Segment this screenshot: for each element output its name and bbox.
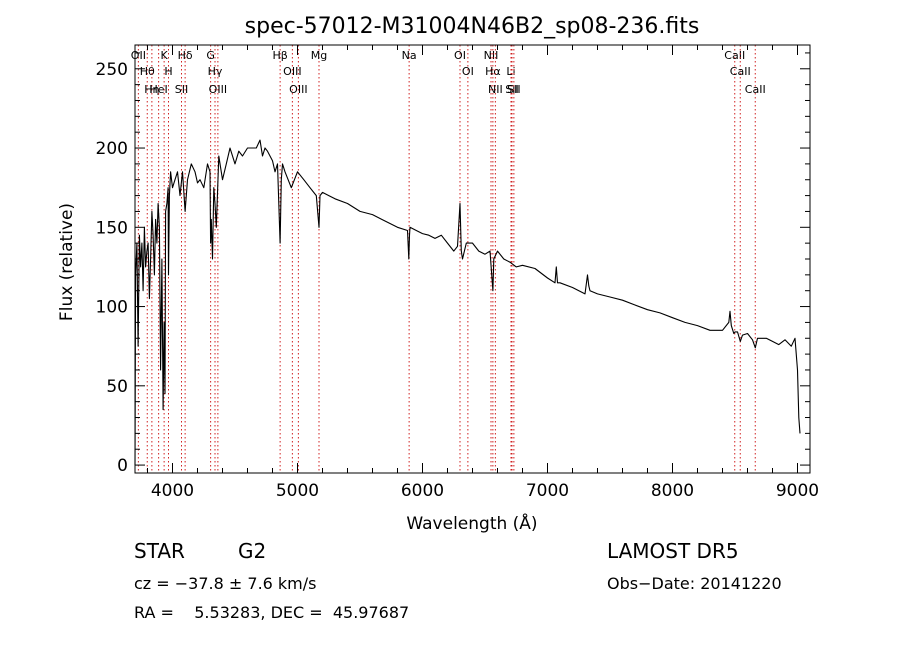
object-class: STAR (134, 539, 185, 563)
object-subclass: G2 (238, 539, 267, 563)
y-tick-label-2: 100 (96, 298, 128, 318)
spectral-line-label-6: K (161, 49, 169, 62)
redshift-velocity: cz = −37.8 ± 7.6 km/s (134, 574, 317, 593)
y-tick-label-4: 200 (96, 139, 128, 159)
spectral-line-label-14: OIII (209, 83, 227, 96)
x-tick-label-0: 4000 (151, 481, 194, 501)
y-axis-label: Flux (relative) (57, 203, 77, 321)
y-tick-label-5: 250 (96, 60, 128, 80)
spectral-line-label-26: CaII (745, 83, 766, 96)
spectral-line-label-20: NII (488, 83, 503, 96)
spectral-line-label-13: SII (175, 83, 188, 96)
observation-date: Obs−Date: 20141220 (607, 574, 782, 593)
spectral-line-label-16: OIII (289, 83, 307, 96)
spectral-line-label-17: OI (454, 49, 466, 62)
survey-name: LAMOST DR5 (607, 539, 739, 563)
spectral-line-label-7: H (164, 65, 172, 78)
spectral-line-label-9: Mg (311, 49, 327, 62)
plot-frame (134, 44, 811, 474)
spectral-line-label-2: Hβ (272, 49, 287, 62)
spectral-line-label-21: SII (505, 83, 518, 96)
spectrum-series (134, 139, 801, 466)
x-tick-label-4: 8000 (651, 481, 694, 501)
y-tick-label-1: 50 (106, 377, 128, 397)
spectral-line-label-22: SII (507, 83, 520, 96)
spectral-line-label-1: Hγ (208, 65, 223, 78)
spectral-line-label-24: CaII (724, 49, 745, 62)
spectral-line-label-5: Hθ (140, 65, 155, 78)
y-tick-label-3: 150 (96, 218, 128, 238)
spectral-line-label-3: Hα (485, 65, 501, 78)
x-axis-label: Wavelength (Å) (406, 512, 537, 534)
axes: 4000 5000 6000 7000 8000 9000 0 50 100 150 200 250 (96, 44, 819, 501)
spectral-line-label-12: HeI (149, 83, 167, 96)
spectral-line-label-25: CaII (730, 65, 751, 78)
spectral-line-label-10: Na (402, 49, 417, 62)
spectral-line-label-8: G (206, 49, 215, 62)
x-tick-label-5: 9000 (776, 481, 819, 501)
ra-dec: RA = 5.53283, DEC = 45.97687 (134, 603, 410, 622)
spectral-line-label-19: NII (484, 49, 499, 62)
spectral-line-label-18: OI (462, 65, 474, 78)
spectral-line-label-0: Hδ (178, 49, 193, 62)
x-tick-label-1: 5000 (276, 481, 319, 501)
x-tick-label-2: 6000 (401, 481, 444, 501)
spectral-line-label-11: OII (131, 49, 146, 62)
y-tick-label-0: 0 (117, 456, 128, 476)
spectral-line-label-15: OIII (283, 65, 301, 78)
x-tick-label-3: 7000 (526, 481, 569, 501)
chart-title: spec-57012-M31004N46B2_sp08-236.fits (245, 14, 700, 39)
spectral-line-label-4: Hη (144, 83, 159, 96)
spectrum-line-0 (134, 139, 801, 466)
spectral-line-label-23: Li (506, 65, 515, 78)
